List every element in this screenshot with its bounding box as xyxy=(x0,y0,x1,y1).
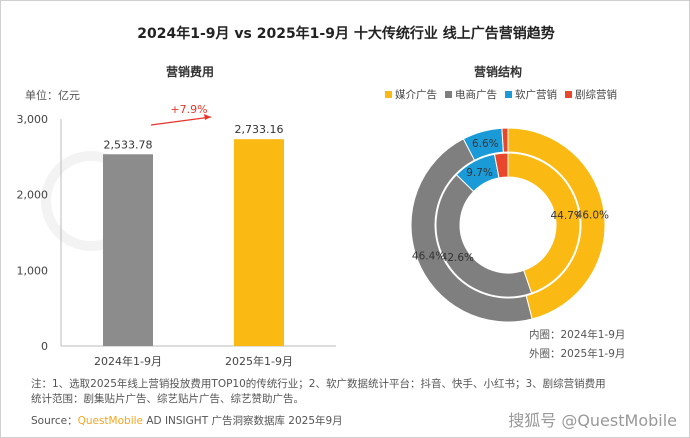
growth-label: +7.9% xyxy=(170,103,207,116)
unit-label: 单位：亿元 xyxy=(25,89,80,102)
y-tick-label: 0 xyxy=(41,340,48,353)
slice-label: 9.7% xyxy=(466,167,493,179)
outer-ring-slice xyxy=(507,127,606,320)
note-line-2: 统计范围：剧集贴片广告、综艺贴片广告、综艺赞助广告。 xyxy=(31,393,304,405)
growth-arrow xyxy=(150,116,212,126)
bar-value-label: 2,733.16 xyxy=(235,123,284,136)
y-tick-label: 1,000 xyxy=(17,264,49,277)
slice-label: 46.0% xyxy=(576,209,609,221)
source-rest: AD INSIGHT 广告洞察数据库 2025年9月 xyxy=(143,415,343,427)
charts-svg: 0 1,000 2,000 3,000 2,533.78 2024年1-9月 2,733.1… xyxy=(17,103,610,368)
slice-label: 44.7% xyxy=(550,210,583,222)
source-brand: QuestMobile xyxy=(77,415,143,427)
outer-ring-slice xyxy=(410,138,533,323)
inner-ring-slice xyxy=(435,174,533,298)
note-line-1: 注：1、选取2025年线上营销投放费用TOP10的传统行业；2、软广数据统计平台… xyxy=(31,378,606,390)
legend-item: 剧综营销 xyxy=(565,87,617,102)
outer-ring-label: 外圈：2025年1-9月 xyxy=(529,348,626,360)
growth-arrowhead xyxy=(204,114,211,120)
bar-1 xyxy=(234,139,284,346)
legend-item: 软广营销 xyxy=(505,87,557,102)
source-prefix: Source： xyxy=(31,415,78,427)
y-tick-label: 3,000 xyxy=(17,113,49,126)
pie-legend: 媒介广告 电商广告 软广营销 剧综营销 xyxy=(385,87,617,102)
inner-ring-slice xyxy=(493,152,509,179)
source-line: Source：QuestMobile AD INSIGHT 广告洞察数据库 20… xyxy=(31,413,343,428)
x-tick-label: 2025年1-9月 xyxy=(225,354,293,368)
outer-ring-slice xyxy=(501,127,509,153)
slice-label: 46.4% xyxy=(412,250,445,262)
legend-item: 媒介广告 xyxy=(385,87,437,102)
bar-0 xyxy=(103,154,153,346)
pie-chart-title: 营销结构 xyxy=(474,65,523,79)
slice-label: 42.6% xyxy=(441,252,474,264)
x-tick-label: 2024年1-9月 xyxy=(94,354,162,368)
inner-ring-slice xyxy=(507,152,581,294)
page-title: 2024年1-9月 vs 2025年1-9月 十大传统行业 线上广告营销趋势 xyxy=(137,26,555,42)
legend-item: 电商广告 xyxy=(445,87,497,102)
slice-label: 6.6% xyxy=(472,138,499,150)
bar-chart-title: 营销费用 xyxy=(166,65,215,79)
y-tick-label: 2,000 xyxy=(17,189,49,202)
credit-watermark: 搜狐号 @QuestMobile xyxy=(508,411,677,430)
inner-ring-label: 内圈：2024年1-9月 xyxy=(529,329,626,341)
bar-value-label: 2,533.78 xyxy=(104,138,153,151)
